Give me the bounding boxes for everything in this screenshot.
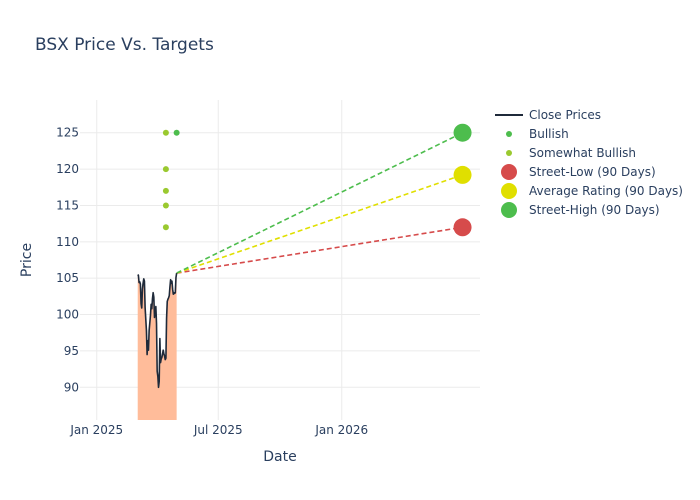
y-axis-ticks: 90 95 100 105 110 115 120 125 bbox=[56, 126, 79, 395]
x-tick-label: Jul 2025 bbox=[193, 423, 243, 437]
legend-swatch-street-low-90-days bbox=[501, 164, 517, 180]
close-price-line-path bbox=[137, 272, 178, 389]
y-tick-label: 110 bbox=[56, 235, 79, 249]
legend-label-somewhat-bullish: Somewhat Bullish bbox=[529, 146, 636, 160]
close-price-area bbox=[137, 273, 177, 420]
somewhat-bullish-point bbox=[162, 166, 169, 173]
legend: Close Prices Bullish Somewhat Bullish Stree… bbox=[495, 108, 683, 218]
average-rating-90-days-marker bbox=[453, 165, 472, 184]
legend-label-bullish: Bullish bbox=[529, 127, 569, 141]
x-axis-title: Date bbox=[263, 449, 296, 465]
street-low-90-days-line bbox=[176, 226, 463, 274]
y-tick-label: 120 bbox=[56, 162, 79, 176]
x-tick-label: Jan 2025 bbox=[69, 423, 123, 437]
bullish-point bbox=[173, 129, 180, 136]
chart-title: BSX Price Vs. Targets bbox=[35, 35, 214, 55]
somewhat-bullish-point bbox=[162, 202, 169, 209]
y-tick-label: 100 bbox=[56, 308, 79, 322]
legend-swatch-average-rating-90-days bbox=[501, 183, 517, 199]
street-low-90-days-marker bbox=[453, 218, 472, 237]
target-lines bbox=[176, 132, 463, 274]
legend-swatch-somewhat-bullish bbox=[506, 150, 512, 156]
close-price-line bbox=[137, 272, 178, 389]
legend-label-close-prices: Close Prices bbox=[529, 108, 601, 122]
y-tick-label: 115 bbox=[56, 198, 79, 212]
y-tick-label: 125 bbox=[56, 126, 79, 140]
close-price-area-fill bbox=[137, 273, 177, 420]
street-high-90-days-line bbox=[176, 132, 463, 274]
rating-markers bbox=[162, 123, 472, 237]
y-axis-title: Price bbox=[19, 243, 35, 277]
average-rating-90-days-line bbox=[176, 174, 463, 274]
street-high-90-days-marker bbox=[453, 123, 472, 142]
y-tick-label: 105 bbox=[56, 271, 79, 285]
y-tick-label: 90 bbox=[64, 380, 79, 394]
legend-label-average-rating-90-days: Average Rating (90 Days) bbox=[529, 184, 683, 198]
legend-label-street-high-90-days: Street-High (90 Days) bbox=[529, 203, 660, 217]
x-axis-ticks: Jan 2025 Jul 2025 Jan 2026 bbox=[69, 423, 368, 437]
somewhat-bullish-point bbox=[162, 129, 169, 136]
legend-swatch-bullish bbox=[506, 131, 512, 137]
somewhat-bullish-point bbox=[162, 187, 169, 194]
legend-label-street-low-90-days: Street-Low (90 Days) bbox=[529, 165, 656, 179]
x-tick-label: Jan 2026 bbox=[314, 423, 368, 437]
y-tick-label: 95 bbox=[64, 344, 79, 358]
somewhat-bullish-point bbox=[162, 224, 169, 231]
legend-swatch-street-high-90-days bbox=[501, 202, 517, 218]
